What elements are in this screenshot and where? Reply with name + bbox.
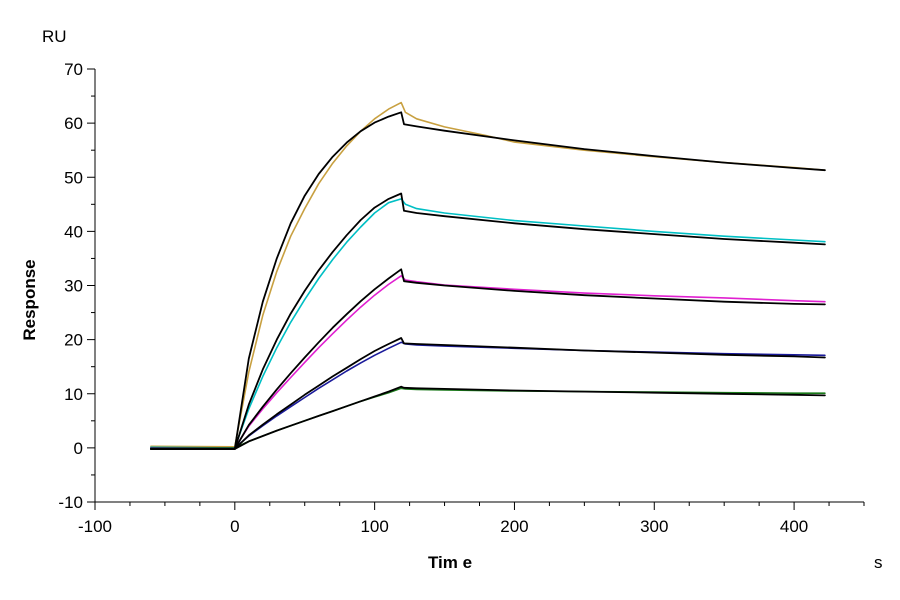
- y-unit-label: RU: [42, 27, 67, 46]
- y-tick-label: 10: [64, 385, 83, 404]
- x-unit-label: s: [874, 553, 883, 572]
- series-line-10: [149, 385, 826, 450]
- x-tick-label: 300: [640, 517, 668, 536]
- series-layer: [149, 101, 826, 450]
- x-tick-label: 0: [230, 517, 239, 536]
- series-line-2: [150, 198, 826, 449]
- y-tick-label: 70: [64, 60, 83, 79]
- y-tick-label: 20: [64, 331, 83, 350]
- series-line-9: [149, 337, 826, 450]
- series-line-8: [149, 268, 826, 450]
- x-tick-label: 100: [360, 517, 388, 536]
- x-tick-label: 400: [780, 517, 808, 536]
- x-tick-label: -100: [78, 517, 112, 536]
- y-tick-label: 30: [64, 277, 83, 296]
- y-tick-label: 60: [64, 114, 83, 133]
- series-line-3: [150, 274, 826, 449]
- x-axis-title: Tim e: [428, 553, 472, 572]
- x-tick-label: 200: [500, 517, 528, 536]
- series-line-6: [149, 111, 826, 450]
- x-ticks: -100 0 100 200 300 400: [78, 502, 865, 536]
- y-axis-title: Response: [20, 259, 39, 340]
- y-tick-label: 50: [64, 168, 83, 187]
- series-line-1: [150, 101, 826, 448]
- y-tick-label: -10: [58, 493, 83, 512]
- y-tick-label: 0: [74, 439, 83, 458]
- series-line-7: [149, 192, 826, 450]
- y-tick-label: 40: [64, 222, 83, 241]
- y-ticks: -10 0 10 20 30 40 50 60 70: [58, 60, 95, 512]
